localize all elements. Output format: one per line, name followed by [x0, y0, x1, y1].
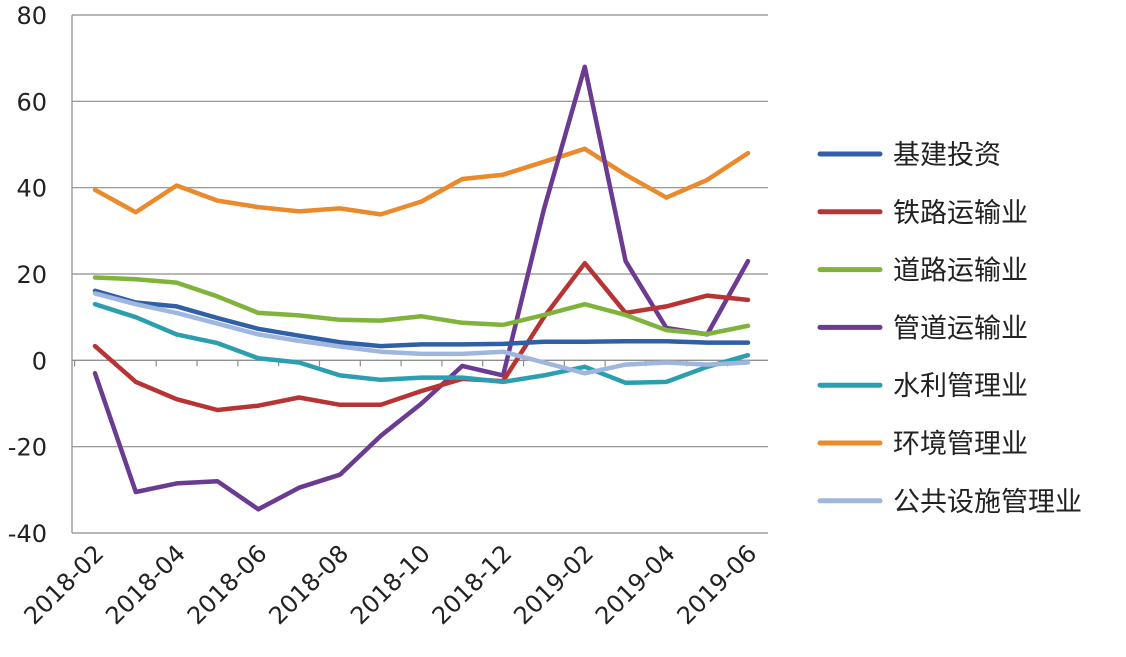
x-tick-label: 2019-06 [672, 539, 763, 630]
x-tick-label: 2019-04 [590, 539, 681, 630]
series-line-3 [92, 64, 751, 512]
y-tick-label: 80 [16, 2, 47, 30]
y-tick-label: 60 [16, 88, 47, 116]
x-tick-label: 2018-02 [19, 539, 110, 630]
x-tick-label: 2018-08 [263, 539, 354, 630]
legend-label: 公共设施管理业 [893, 487, 1082, 518]
y-tick-label: 0 [32, 347, 47, 375]
y-tick-label: 40 [16, 175, 47, 203]
series-line-5 [92, 146, 751, 217]
legend-label: 铁路运输业 [893, 198, 1028, 229]
y-tick-label: -20 [8, 434, 47, 462]
series-line-1 [92, 260, 751, 413]
y-tick-label: 20 [16, 261, 47, 289]
series-line-6 [92, 291, 751, 376]
legend-label: 环境管理业 [893, 429, 1028, 460]
x-tick-label: 2019-02 [508, 539, 599, 630]
x-tick-label: 2018-04 [100, 539, 191, 630]
x-tick-label: 2018-12 [427, 539, 518, 630]
x-tick-labels: 2018-022018-042018-062018-082018-102018-… [19, 539, 763, 630]
series-lines [92, 64, 751, 512]
series-line-2 [92, 275, 751, 337]
legend-label: 管道运输业 [893, 313, 1028, 344]
legend-label: 基建投资 [893, 140, 1001, 171]
y-tick-label: -40 [8, 520, 47, 548]
legend-label: 道路运输业 [893, 256, 1028, 287]
series-line-4 [92, 301, 751, 386]
axes [71, 15, 768, 533]
x-tick-label: 2018-06 [182, 539, 273, 630]
series-line-0 [92, 288, 751, 349]
x-tick-label: 2018-10 [345, 539, 436, 630]
legend-label: 水利管理业 [893, 371, 1028, 402]
y-tick-labels: -40 -20 0 20 40 60 80 [8, 2, 47, 548]
gridlines [72, 14, 768, 534]
